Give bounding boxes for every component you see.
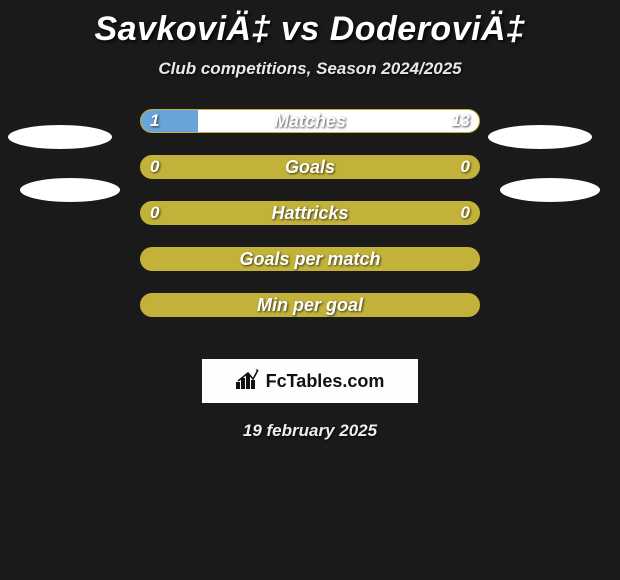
stat-bar-right-fill: [198, 110, 479, 132]
stat-row-min-per-goal: Min per goal: [0, 293, 620, 339]
stat-bar-goals-per-match: [140, 247, 480, 271]
stat-row-hattricks: Hattricks00: [0, 201, 620, 247]
stat-bar-hattricks: [140, 201, 480, 225]
stat-bars: Matches113Goals00Hattricks00Goals per ma…: [0, 109, 620, 339]
stat-row-matches: Matches113: [0, 109, 620, 155]
page-subtitle: Club competitions, Season 2024/2025: [0, 59, 620, 79]
stat-value-right: 0: [461, 155, 470, 179]
stat-value-right: 0: [461, 201, 470, 225]
fctables-logo: FcTables.com: [202, 359, 418, 403]
stat-bar-min-per-goal: [140, 293, 480, 317]
stat-value-left: 1: [150, 109, 159, 133]
stat-value-right: 13: [451, 109, 470, 133]
footer-date: 19 february 2025: [0, 421, 620, 441]
stat-value-left: 0: [150, 155, 159, 179]
stat-bar-matches: [140, 109, 480, 133]
stat-value-left: 0: [150, 201, 159, 225]
page-title: SavkoviÄ‡ vs DoderoviÄ‡: [0, 0, 620, 49]
comparison-infographic: SavkoviÄ‡ vs DoderoviÄ‡ Club competition…: [0, 0, 620, 580]
logo-text: FcTables.com: [266, 371, 385, 392]
logo-chart-icon: [236, 369, 262, 394]
stat-row-goals-per-match: Goals per match: [0, 247, 620, 293]
stat-row-goals: Goals00: [0, 155, 620, 201]
stat-bar-goals: [140, 155, 480, 179]
